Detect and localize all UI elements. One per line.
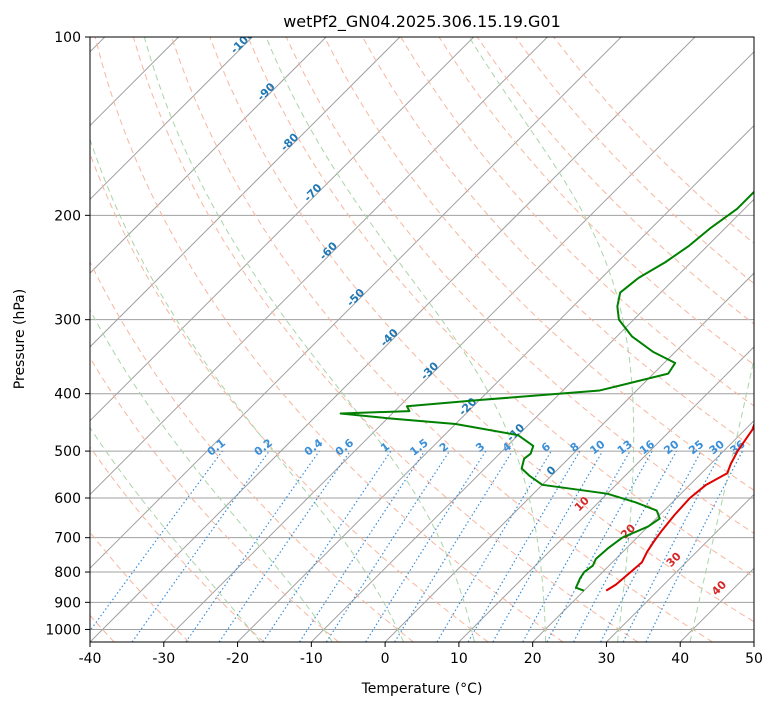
moist-adiabat-line: [90, 137, 405, 642]
dry-adiabat-line: [90, 260, 414, 642]
chart-title: wetPf2_GN04.2025.306.15.19.G01: [283, 12, 561, 32]
dry-adiabat-line: [171, 37, 713, 642]
isotherm-line: [90, 37, 622, 569]
dry-adiabat-line: [285, 37, 754, 534]
y-tick-label: 200: [54, 208, 81, 224]
isotherm-line: [90, 37, 401, 348]
isotherm-line: [606, 493, 754, 642]
x-tick-label: 50: [745, 651, 763, 667]
mixing-ratio-line: [218, 450, 351, 642]
dry-adiabat-line: [515, 37, 754, 285]
y-tick-label: 800: [54, 565, 81, 581]
isotherm-line: [532, 419, 754, 642]
y-tick-label: 400: [54, 387, 81, 403]
dry-adiabat-line: [90, 356, 339, 642]
isotherm-line: [90, 37, 327, 274]
series-temperature-line: [605, 422, 754, 592]
mixing-ratio-line: [262, 450, 392, 642]
mixing-ratio-line: [90, 450, 223, 632]
axes: -40 -30 -20 -10 0 10 20 30 40 50 100 200 300 400 500 60…: [45, 30, 763, 667]
profile-series: [339, 190, 754, 592]
mixing-ratio-line: [131, 450, 270, 642]
x-tick-label: -10: [300, 651, 323, 667]
isotherm-line: [90, 37, 475, 422]
moist-adiabat-line: [143, 37, 475, 642]
mixing-ratio-line: [645, 450, 744, 642]
y-tick-label: 300: [54, 313, 81, 329]
moist-adiabat-line: [265, 37, 547, 642]
y-tick-label: 900: [54, 595, 81, 611]
isotherm-line: [237, 124, 754, 642]
mixing-ratio-line: [185, 450, 320, 642]
dry-adiabat-line: [94, 37, 564, 642]
x-tick-label: 0: [381, 651, 390, 667]
y-tick-label: 100: [54, 30, 81, 46]
x-tick-label: -40: [79, 651, 102, 667]
y-tick-label: 700: [54, 531, 81, 547]
mixing-ratio-line: [522, 450, 631, 642]
dry-adiabat-line: [247, 37, 754, 578]
series-dewpoint-line: [339, 190, 754, 592]
plot-frame: [89, 36, 755, 643]
x-tick-label: -30: [152, 651, 175, 667]
isotherm-line: [163, 51, 754, 642]
mixing-ratio-line: [546, 450, 653, 642]
dry-adiabat-line: [132, 37, 639, 642]
mixing-ratio-line: [573, 450, 677, 642]
dry-adiabat-line: [323, 37, 754, 491]
moist-adiabat-line: [689, 356, 754, 642]
grid-layer: [90, 37, 754, 642]
x-tick-label: 10: [450, 651, 468, 667]
mixing-ratio-line: [325, 450, 450, 642]
moist-adiabat-line: [90, 426, 261, 642]
x-tick-label: 30: [598, 651, 616, 667]
y-tick-label: 600: [54, 491, 81, 507]
isotherm-line: [384, 272, 754, 642]
isotherm-line: [90, 37, 253, 201]
y-tick-label: 1000: [45, 622, 81, 638]
isotherm-line: [90, 37, 548, 496]
dry-adiabat-line: [90, 446, 265, 642]
x-axis-title: Temperature (°C): [361, 681, 483, 697]
x-tick-label: 40: [671, 651, 689, 667]
y-axis-title: Pressure (hPa): [12, 289, 28, 389]
dry-adiabat-line: [476, 37, 754, 325]
x-tick-label: -20: [226, 651, 249, 667]
x-tick-label: 20: [524, 651, 542, 667]
isotherm-line: [458, 346, 754, 642]
isotherm-line: [90, 37, 696, 642]
mixing-ratio-line: [394, 450, 513, 642]
y-tick-label: 500: [54, 444, 81, 460]
dry-adiabat-line: [438, 37, 754, 366]
moist-adiabat-line: [90, 308, 333, 642]
mixing-ratio-line: [299, 450, 426, 642]
